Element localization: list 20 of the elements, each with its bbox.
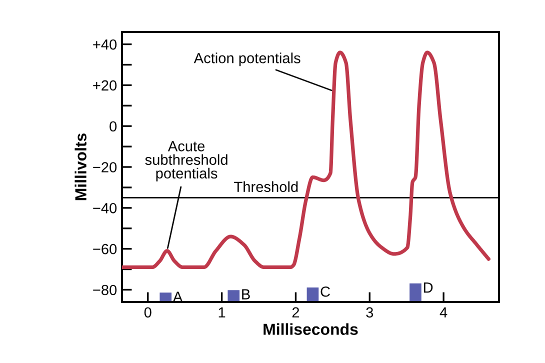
x-tick-label: 1 [218,307,226,318]
y-tick-label: +20 [93,80,117,91]
annotation: Acute subthreshold potentials [145,141,228,182]
y-axis-title: Millivolts [74,133,86,200]
annotation: Action potentials [194,52,300,66]
data-label: B [242,289,250,300]
x-tick-label: 2 [292,307,300,318]
x-tick-label: 0 [144,307,152,318]
y-tick-label: −20 [93,162,117,172]
ref-line-label: Threshold [234,181,298,192]
data-label: D [424,282,433,293]
y-tick-label: −60 [93,244,117,254]
x-tick-label: 4 [440,307,448,318]
y-tick-label: +40 [93,39,117,50]
data-label: C [320,286,330,297]
x-axis-title: Milliseconds [264,323,358,335]
y-tick-label: 0 [110,121,117,132]
y-tick-label: −80 [93,284,117,296]
x-tick-label: 3 [366,307,374,318]
y-tick-label: −40 [93,203,117,214]
